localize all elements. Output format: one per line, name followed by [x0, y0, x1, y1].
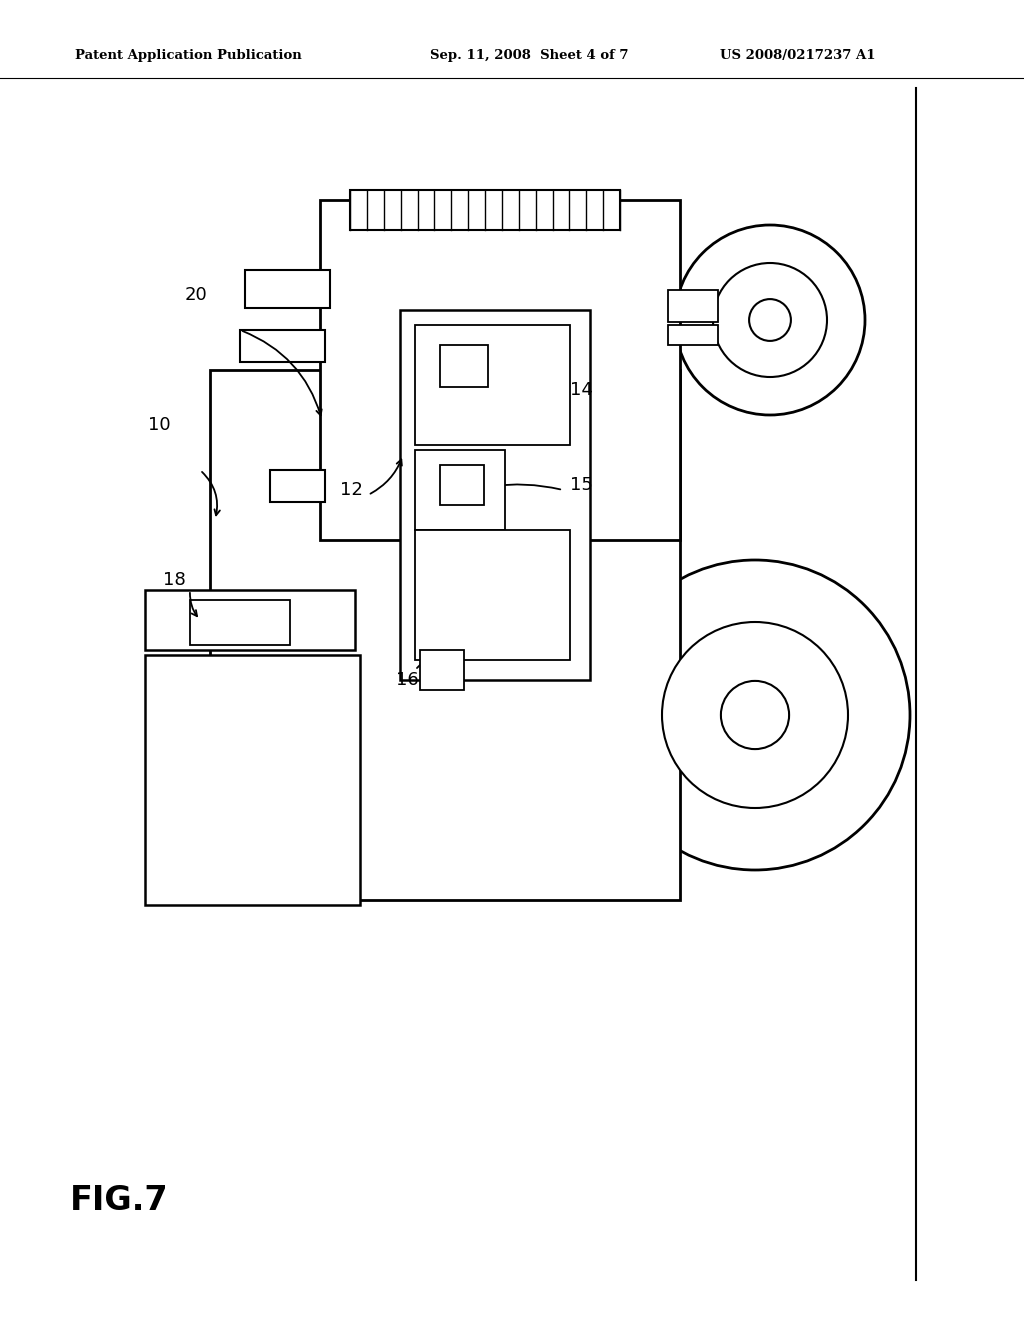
Text: 15: 15: [570, 477, 593, 494]
Circle shape: [713, 263, 827, 378]
Bar: [400, 310, 590, 680]
Bar: [270, 470, 325, 502]
Bar: [190, 601, 290, 645]
Text: 14: 14: [570, 381, 593, 399]
Bar: [210, 370, 680, 900]
Bar: [415, 325, 570, 445]
Text: Sep. 11, 2008  Sheet 4 of 7: Sep. 11, 2008 Sheet 4 of 7: [430, 49, 629, 62]
Text: Patent Application Publication: Patent Application Publication: [75, 49, 302, 62]
Bar: [440, 345, 488, 387]
Circle shape: [600, 560, 910, 870]
Bar: [420, 649, 464, 690]
Circle shape: [675, 224, 865, 414]
Text: 12: 12: [340, 480, 362, 499]
Bar: [415, 450, 505, 531]
Text: 18: 18: [163, 572, 185, 589]
Text: 16: 16: [396, 671, 419, 689]
Bar: [668, 290, 718, 322]
Circle shape: [750, 300, 791, 341]
Text: US 2008/0217237 A1: US 2008/0217237 A1: [720, 49, 876, 62]
Bar: [440, 465, 484, 506]
Text: 10: 10: [148, 416, 171, 434]
Bar: [668, 325, 718, 345]
Circle shape: [662, 622, 848, 808]
Bar: [245, 271, 330, 308]
Text: FIG.7: FIG.7: [70, 1184, 169, 1217]
Bar: [240, 330, 325, 362]
Bar: [145, 590, 355, 649]
Bar: [350, 190, 620, 230]
Bar: [319, 201, 680, 540]
Bar: [415, 531, 570, 660]
Circle shape: [721, 681, 790, 750]
Text: 20: 20: [185, 286, 208, 304]
Bar: [145, 655, 360, 906]
